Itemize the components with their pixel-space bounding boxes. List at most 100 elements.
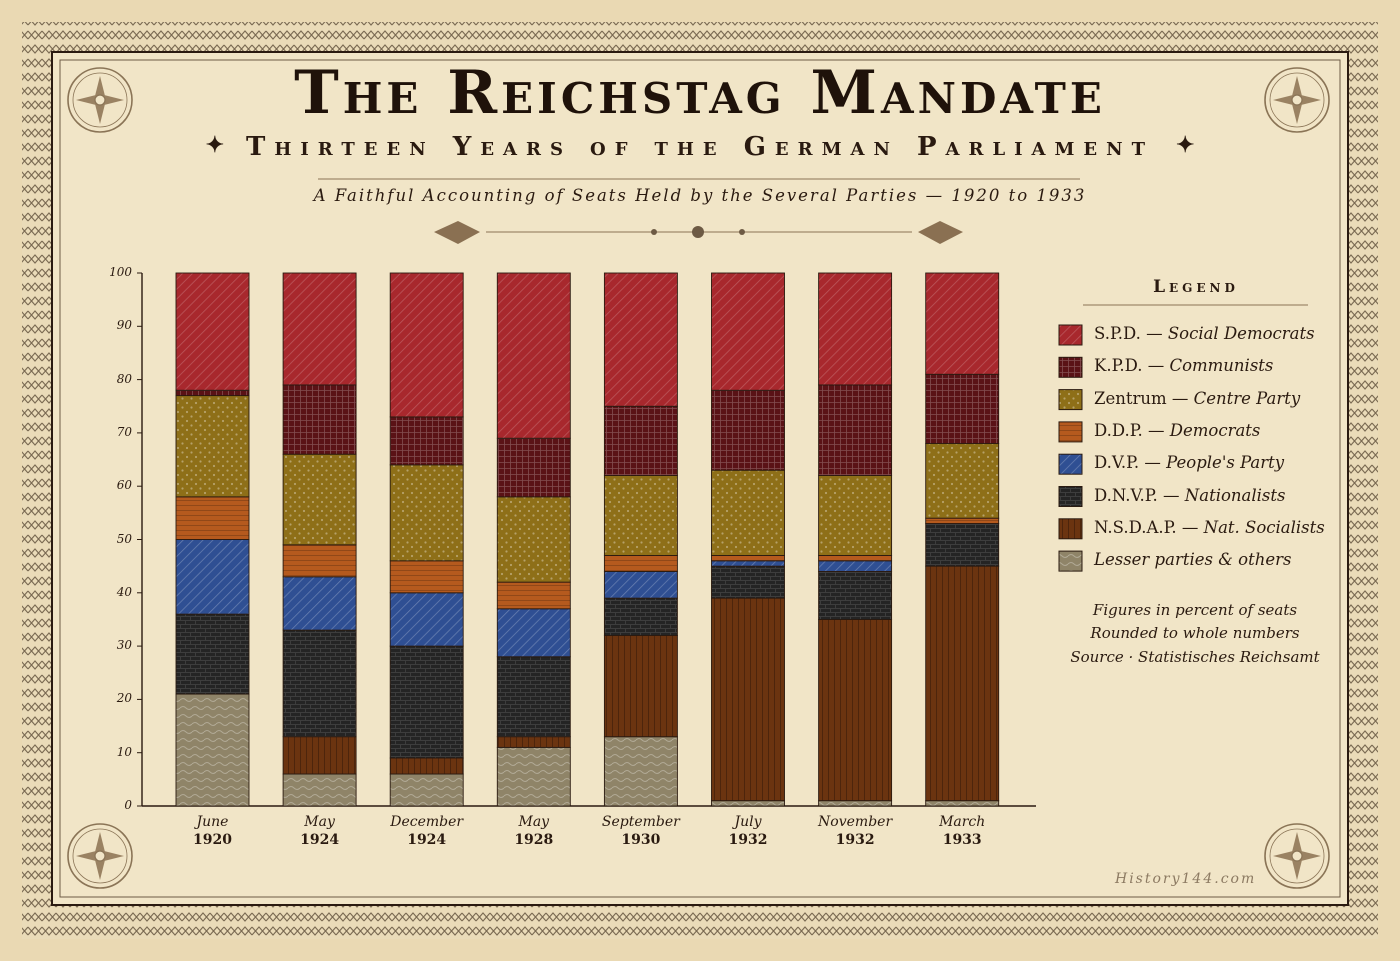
bar-segment: [925, 517, 1000, 524]
bar-segment: [818, 475, 893, 556]
legend-swatch: [1058, 389, 1083, 411]
bar-segment: [818, 571, 893, 620]
y-tick-label: 10: [116, 744, 132, 759]
bar-segment: [175, 272, 250, 391]
legend-item-desc: Nat. Socialists: [1203, 517, 1325, 537]
note-units: Figures in percent of seats: [1092, 601, 1298, 619]
bar-segment: [496, 581, 571, 610]
legend-swatch: [1058, 453, 1083, 475]
x-tick-year: 1930: [621, 832, 661, 848]
bar-segment: [496, 272, 571, 439]
legend-swatch: [1058, 356, 1083, 378]
bar-segment: [711, 555, 785, 562]
bar-segment: [389, 592, 464, 647]
y-tick-label: 80: [116, 371, 132, 386]
y-tick-label: 60: [116, 478, 132, 493]
bar-segment: [603, 571, 678, 599]
bar-stack-december-1924: [389, 272, 464, 807]
x-tick-month: May: [518, 814, 550, 830]
watermark: History144.com: [1115, 871, 1257, 887]
y-tick-label: 90: [116, 318, 132, 333]
bar-segment: [603, 272, 678, 407]
bar-segment: [282, 272, 357, 386]
bar-segment: [282, 773, 357, 807]
chart-subtitle: ✦ Thirteen Years of the German Parliament…: [0, 132, 1400, 162]
bar-segment: [818, 272, 893, 386]
x-tick-month: September: [601, 814, 680, 830]
bar-segment: [389, 645, 464, 759]
bar-segment: [496, 496, 571, 583]
bar-segment: [282, 736, 357, 775]
bar-segment: [711, 800, 785, 807]
x-tick-month: June: [196, 814, 229, 830]
bar-segment: [925, 373, 1000, 445]
bar-segment: [818, 384, 893, 476]
x-tick-month: December: [390, 814, 464, 830]
legend-item: Lesser parties & others: [1094, 550, 1291, 569]
x-tick-label: June 1920: [158, 814, 268, 848]
legend-swatches: [1058, 304, 1308, 572]
bar-segment: [175, 693, 250, 807]
bar-stack-july-1932: [711, 272, 785, 807]
legend-item: D.V.P. — People's Party: [1094, 453, 1284, 472]
legend-swatch: [1058, 486, 1083, 507]
bar-segment: [496, 608, 571, 658]
y-tick-label: 30: [116, 638, 132, 653]
x-tick-year: 1932: [835, 832, 875, 848]
bar-stack-june-1920: [175, 272, 250, 807]
bar-segment: [925, 443, 1000, 519]
legend-item: N.S.D.A.P. — Nat. Socialists: [1094, 518, 1325, 537]
bar-segment: [282, 544, 357, 578]
bar-segment: [603, 597, 678, 636]
bar-segment: [389, 773, 464, 807]
bar-segment: [925, 272, 1000, 375]
legend-item-abbr: Zentrum —: [1094, 388, 1194, 408]
plot-area: [137, 272, 1036, 807]
bar-segment: [496, 746, 571, 807]
bar-segment: [389, 464, 464, 562]
compass-rose-bottom-left-icon: [67, 823, 133, 889]
bar-stack-may-1928: [496, 272, 571, 807]
legend-heading: Legend: [1153, 277, 1239, 297]
star-ornament-left-icon: ✦: [205, 132, 224, 158]
legend-item-abbr: D.V.P. —: [1094, 453, 1167, 473]
bar-segment: [603, 555, 678, 572]
x-tick-label: November 1932: [800, 814, 910, 848]
bar-segment: [282, 629, 357, 738]
bar-segment: [711, 560, 785, 567]
legend-item-abbr: N.S.D.A.P. —: [1094, 517, 1204, 537]
bar-segment: [818, 800, 893, 807]
bar-segment: [711, 597, 785, 802]
bar-segment: [175, 613, 250, 695]
legend-item-desc: Centre Party: [1193, 388, 1301, 408]
x-tick-year: 1920: [193, 832, 232, 848]
legend-item-desc: Democrats: [1169, 420, 1261, 440]
x-tick-label: July 1932: [693, 814, 803, 848]
x-tick-year: 1924: [407, 832, 447, 848]
x-tick-month: July: [734, 814, 762, 830]
bar-segment: [711, 565, 785, 599]
bar-stack-november-1932: [818, 272, 893, 807]
ornaments: [67, 67, 1330, 889]
bar-segment: [603, 405, 678, 476]
x-tick-year: 1924: [300, 832, 340, 848]
chart-title: The Reichstag Mandate: [294, 58, 1106, 128]
x-tick-label: September 1930: [586, 814, 696, 848]
legend-item: S.P.D. — Social Democrats: [1094, 324, 1315, 343]
subtitle-text: Thirteen Years of the German Parliament: [246, 132, 1154, 162]
legend-item-desc: Lesser parties & others: [1094, 550, 1292, 570]
compass-rose-top-right-icon: [1264, 67, 1330, 133]
bar-segment: [175, 389, 250, 397]
x-tick-month: May: [304, 814, 335, 830]
y-tick-label: 70: [116, 424, 132, 439]
bar-segment: [711, 272, 785, 391]
legend-item-abbr: D.D.P. —: [1094, 420, 1170, 440]
x-tick-year: 1932: [728, 832, 768, 848]
x-tick-label: May 1924: [265, 814, 375, 848]
bar-segment: [711, 389, 785, 471]
bar-segment: [818, 560, 893, 572]
divider-ornament: [434, 221, 963, 244]
legend-item-desc: Nationalists: [1184, 485, 1286, 505]
